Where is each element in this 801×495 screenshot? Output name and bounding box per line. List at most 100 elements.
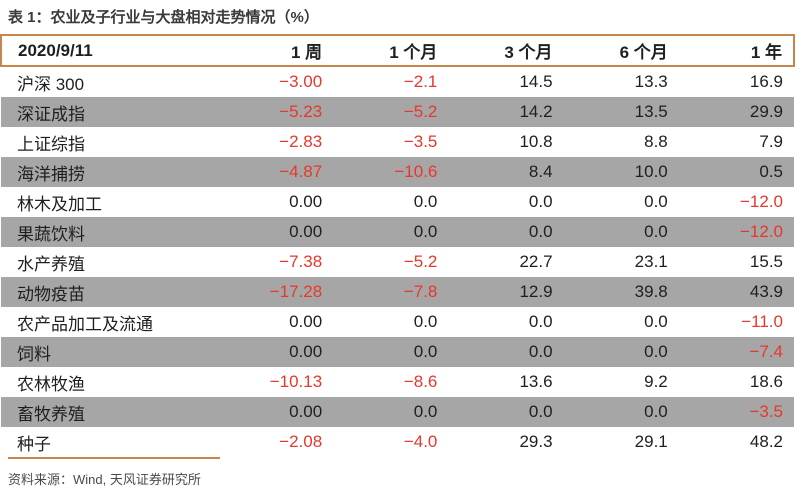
- value-cell: 13.5: [563, 97, 679, 127]
- value-cell: 0.0: [563, 337, 679, 367]
- value-cell: 0.0: [413, 192, 438, 211]
- value-cell: 0.5: [678, 157, 794, 187]
- value-cell: 22.7: [519, 252, 553, 271]
- value-cell: 23.1: [634, 252, 668, 271]
- value-cell: −5.2: [403, 252, 438, 271]
- value-cell: 16.9: [749, 72, 783, 91]
- value-cell: 14.2: [448, 97, 564, 127]
- value-cell: 8.4: [448, 157, 564, 187]
- value-cell: 0.00: [218, 217, 334, 247]
- row-label: 林木及加工: [17, 194, 102, 214]
- period-header-cell: 1 个月: [333, 34, 449, 67]
- value-cell: 18.6: [749, 372, 783, 391]
- row-label: 深证成指: [1, 97, 218, 127]
- value-cell: −4.87: [218, 157, 334, 187]
- value-cell: 8.8: [644, 132, 668, 151]
- table-row: 林木及加工 0.00 0.0 0.0 0.0 −12.0: [1, 187, 794, 217]
- row-label: 农林牧渔: [17, 374, 85, 394]
- table-row: 农产品加工及流通 0.00 0.0 0.0 0.0 −11.0: [1, 307, 794, 337]
- period-header-cell: 6 个月: [563, 34, 679, 67]
- value-cell: 0.0: [563, 217, 679, 247]
- value-cell: −10.13: [269, 372, 323, 391]
- value-cell: −2.08: [279, 432, 323, 451]
- value-cell: −7.4: [678, 337, 794, 367]
- value-cell: 0.0: [528, 192, 553, 211]
- row-label: 畜牧养殖: [1, 397, 218, 427]
- value-cell: −2.83: [279, 132, 323, 151]
- value-cell: 0.00: [218, 397, 334, 427]
- value-cell: 0.0: [528, 312, 553, 331]
- row-label: 沪深 300: [17, 74, 85, 94]
- table-body: 沪深 300 −3.00 −2.1 14.5 13.3 16.9 深证成指 −5.23 −5.2…: [1, 66, 794, 457]
- value-cell: 10.8: [519, 132, 553, 151]
- value-cell: −10.6: [333, 157, 449, 187]
- period-header-cell: 1 周: [218, 34, 334, 67]
- value-cell: 0.0: [333, 217, 449, 247]
- value-cell: 0.00: [289, 192, 323, 211]
- value-cell: 29.1: [634, 432, 668, 451]
- value-cell: 0.0: [333, 337, 449, 367]
- table-bottom-rule: [8, 457, 220, 459]
- row-label: 海洋捕捞: [1, 157, 218, 187]
- value-cell: −3.00: [279, 72, 323, 91]
- table-row: 果蔬饮料 0.00 0.0 0.0 0.0 −12.0: [1, 217, 794, 247]
- value-cell: 0.00: [289, 312, 323, 331]
- value-cell: −2.1: [403, 72, 438, 91]
- value-cell: 0.0: [413, 312, 438, 331]
- value-cell: −7.8: [333, 277, 449, 307]
- value-cell: 0.0: [563, 397, 679, 427]
- table-row: 畜牧养殖 0.00 0.0 0.0 0.0 −3.5: [1, 397, 794, 427]
- value-cell: 9.2: [644, 372, 668, 391]
- value-cell: 0.0: [644, 192, 668, 211]
- value-cell: −5.23: [218, 97, 334, 127]
- value-cell: 39.8: [563, 277, 679, 307]
- value-cell: −12.0: [739, 192, 783, 211]
- value-cell: −11.0: [741, 312, 783, 331]
- table-row: 海洋捕捞 −4.87 −10.6 8.4 10.0 0.5: [1, 157, 794, 187]
- row-label: 动物疫苗: [1, 277, 218, 307]
- value-cell: 14.5: [519, 72, 553, 91]
- value-cell: −4.0: [403, 432, 438, 451]
- value-cell: 43.9: [678, 277, 794, 307]
- period-header-cell: 3 个月: [448, 34, 564, 67]
- value-cell: 0.0: [448, 337, 564, 367]
- value-cell: −5.2: [333, 97, 449, 127]
- value-cell: −12.0: [678, 217, 794, 247]
- period-header-cell: 1 年: [678, 34, 796, 67]
- table-row: 深证成指 −5.23 −5.2 14.2 13.5 29.9: [1, 97, 794, 127]
- value-cell: 0.00: [218, 337, 334, 367]
- value-cell: 29.9: [678, 97, 794, 127]
- value-cell: 0.0: [333, 397, 449, 427]
- table-title: 表 1：农业及子行业与大盘相对走势情况（%）: [8, 9, 319, 26]
- row-label: 水产养殖: [17, 254, 85, 274]
- value-cell: 15.5: [749, 252, 783, 271]
- row-label: 上证综指: [17, 134, 85, 154]
- row-label: 农产品加工及流通: [17, 314, 153, 334]
- value-cell: 0.0: [644, 312, 668, 331]
- table-row: 饲料 0.00 0.0 0.0 0.0 −7.4: [1, 337, 794, 367]
- table-row: 沪深 300 −3.00 −2.1 14.5 13.3 16.9: [1, 66, 794, 97]
- value-cell: −3.5: [403, 132, 438, 151]
- row-label: 种子: [17, 434, 51, 454]
- table-row: 动物疫苗 −17.28 −7.8 12.9 39.8 43.9: [1, 277, 794, 307]
- value-cell: 7.9: [759, 132, 783, 151]
- table-row: 农林牧渔 −10.13 −8.6 13.6 9.2 18.6: [1, 367, 794, 397]
- value-cell: 29.3: [519, 432, 553, 451]
- date-header-cell: 2020/9/11: [0, 34, 218, 67]
- value-cell: −3.5: [678, 397, 794, 427]
- source-note: 资料来源：Wind, 天风证券研究所: [8, 472, 201, 487]
- value-cell: 0.0: [448, 397, 564, 427]
- row-label: 果蔬饮料: [1, 217, 218, 247]
- value-cell: 13.3: [634, 72, 668, 91]
- row-label: 饲料: [1, 337, 218, 367]
- value-cell: −17.28: [218, 277, 334, 307]
- value-cell: −8.6: [403, 372, 438, 391]
- value-cell: 48.2: [749, 432, 783, 451]
- value-cell: −7.38: [279, 252, 323, 271]
- value-cell: 13.6: [519, 372, 553, 391]
- table-row: 水产养殖 −7.38 −5.2 22.7 23.1 15.5: [1, 247, 794, 277]
